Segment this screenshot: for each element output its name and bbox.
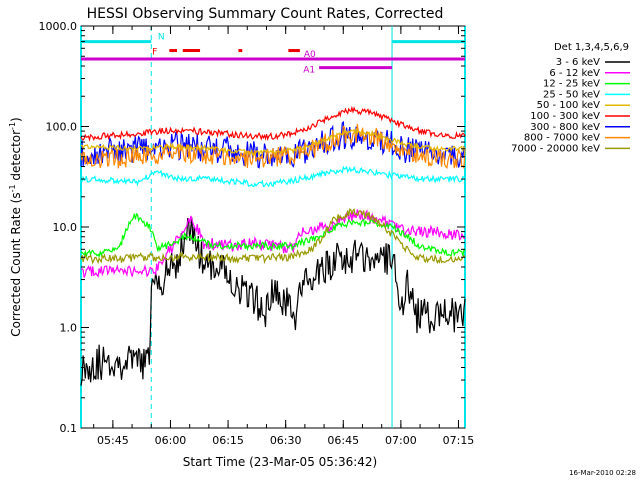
x-tick-label: 06:30: [270, 434, 302, 447]
footer-date: 16-Mar-2010 02:28: [569, 469, 636, 477]
x-tick-label: 06:00: [155, 434, 187, 447]
flag-label-A1: A1: [303, 66, 315, 76]
x-tick-label: 07:00: [385, 434, 417, 447]
y-axis-label-mid: detector: [9, 130, 23, 185]
series-line-0: [80, 217, 466, 386]
legend-entry-label: 300 - 800 keV: [530, 122, 600, 133]
series-line-8: [80, 207, 466, 265]
legend-entry-label: 12 - 25 keV: [543, 79, 600, 90]
y-axis-label-sup1: -1: [8, 184, 17, 192]
flag-label-A0: A0: [304, 50, 316, 60]
legend-entry-label: 100 - 300 keV: [530, 111, 600, 122]
x-tick-label: 06:15: [212, 434, 244, 447]
y-tick-label: 100.0: [46, 121, 78, 134]
legend-title: Det 1,3,4,5,6,9: [554, 42, 629, 53]
series-line-4: [80, 127, 466, 157]
x-tick-label: 05:45: [97, 434, 129, 447]
legend-entry-label: 25 - 50 keV: [543, 89, 600, 100]
y-axis-label: Corrected Count Rate (s-1 detector-1): [8, 117, 23, 336]
legend-entry-label: 50 - 100 keV: [537, 100, 601, 111]
legend-entry-label: 3 - 6 keV: [556, 57, 600, 68]
y-tick-label: 1000.0: [39, 20, 78, 33]
flag-label-F: F: [152, 48, 157, 58]
x-tick-label: 06:45: [327, 434, 359, 447]
night-markers: [80, 26, 466, 428]
legend-entry-label: 6 - 12 keV: [549, 68, 600, 79]
y-tick-label: 0.1: [60, 422, 78, 435]
series-line-7: [80, 123, 466, 169]
x-axis: 05:45 06:00 06:15 06:30 06:45 07:00 07:15: [93, 26, 475, 447]
chart-title: HESSI Observing Summary Count Rates, Cor…: [87, 6, 444, 22]
y-axis-label-end: ): [9, 117, 23, 122]
x-axis-label: Start Time (23-Mar-05 05:36:42): [183, 455, 377, 469]
y-tick-label: 10.0: [53, 221, 78, 234]
legend-entry-label: 800 - 7000 keV: [524, 133, 600, 144]
y-axis: 0.1 1.0 10.0 100.0 1000.0: [39, 20, 465, 435]
legend-entry-label: 7000 - 20000 keV: [511, 143, 600, 154]
y-axis-label-main: Corrected Count Rate (s: [9, 192, 23, 336]
flag-label-N: N: [158, 33, 165, 43]
y-tick-label: 1.0: [60, 322, 78, 335]
plot-frame: [80, 25, 466, 429]
y-axis-label-sup2: -1: [8, 122, 17, 130]
series-line-5: [80, 105, 466, 142]
series-line-2: [80, 212, 466, 259]
series-line-1: [80, 209, 466, 278]
series-line-3: [80, 165, 466, 188]
series-lines: [80, 105, 466, 386]
flag-bars: NF A0 A1: [81, 33, 465, 76]
x-tick-label: 07:15: [443, 434, 475, 447]
